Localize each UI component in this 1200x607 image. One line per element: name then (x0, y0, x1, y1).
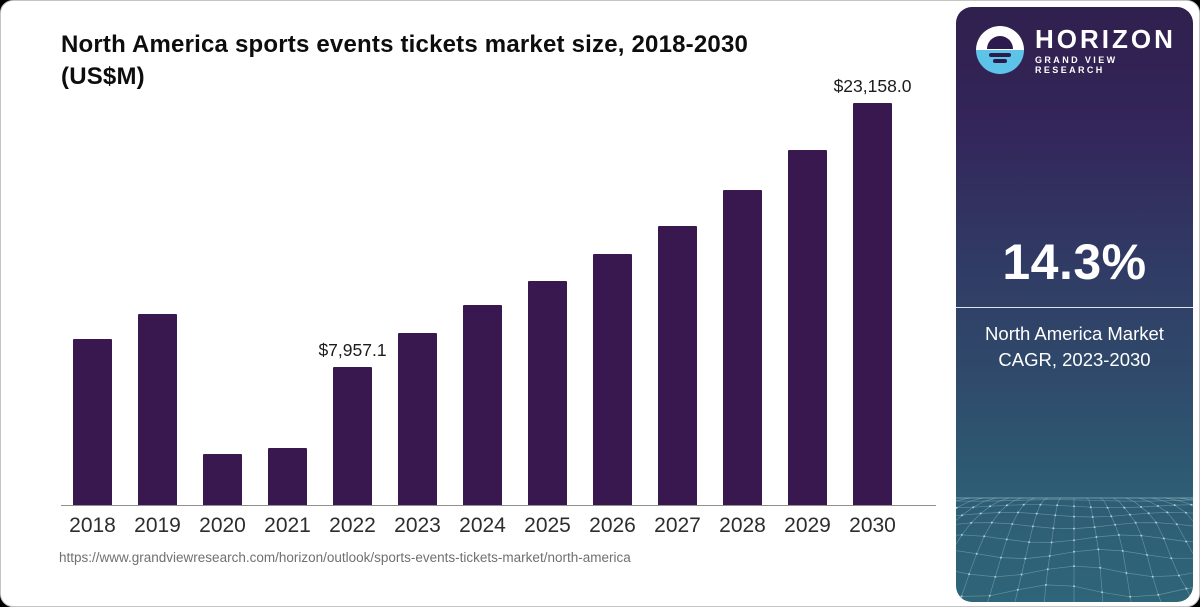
x-axis-label-2021: 2021 (264, 514, 311, 537)
cagr-value: 14.3% (1002, 234, 1147, 290)
x-axis-label-2026: 2026 (589, 514, 636, 537)
bar-value-label-2030: $23,158.0 (833, 76, 912, 96)
bar-column-2018: 2018 (69, 81, 116, 537)
bar-column-2019: 2019 (134, 81, 181, 537)
bar-column-2020: 2020 (199, 81, 246, 537)
bar-2020 (203, 453, 242, 505)
logo-reflection-line (993, 59, 1007, 63)
cagr-label-line-1: North America Market (985, 323, 1164, 344)
x-axis-label-2028: 2028 (719, 514, 766, 537)
bar-2026 (593, 254, 632, 505)
x-axis-label-2029: 2029 (784, 514, 831, 537)
horizon-sun-logo-icon (976, 26, 1024, 74)
bar-column-2026: 2026 (589, 81, 636, 537)
cagr-label: North America Market CAGR, 2023-2030 (956, 321, 1193, 373)
bar-2018 (73, 339, 112, 505)
x-axis-label-2030: 2030 (849, 514, 896, 537)
bar-column-2027: 2027 (654, 81, 701, 537)
bar-2027 (658, 225, 697, 505)
cagr-label-line-2: CAGR, 2023-2030 (998, 349, 1151, 370)
x-axis-label-2027: 2027 (654, 514, 701, 537)
title-line-2: (US$M) (61, 63, 145, 90)
source-url[interactable]: https://www.grandviewresearch.com/horizo… (59, 550, 631, 565)
bar-2025 (528, 281, 567, 505)
bar-column-2028: 2028 (719, 81, 766, 537)
bar-2028 (723, 189, 762, 505)
bar-column-2029: 2029 (784, 81, 831, 537)
mesh-pattern (956, 497, 1193, 602)
logo-sun-dome (987, 36, 1013, 49)
logo-reflection-line (989, 53, 1011, 57)
x-axis-label-2019: 2019 (134, 514, 181, 537)
cagr-divider (956, 307, 1193, 308)
bar-2029 (788, 150, 827, 505)
x-axis-label-2018: 2018 (69, 514, 116, 537)
bar-column-2022: $7,957.1 2022 (318, 81, 386, 537)
page-title: North America sports events tickets mark… (61, 29, 953, 93)
bar-column-2023: 2023 (394, 81, 441, 537)
chart-section: North America sports events tickets mark… (1, 1, 953, 606)
title-line-1: North America sports events tickets mark… (61, 31, 749, 58)
bar-chart-plot: 2018 2019 2020 2021 $7,957.1 2022 2023 2024 2025… (61, 76, 936, 537)
bar-2019 (138, 314, 177, 505)
x-axis-label-2025: 2025 (524, 514, 571, 537)
x-axis-label-2024: 2024 (459, 514, 506, 537)
brand-name: HORIZON (1035, 24, 1176, 54)
brand-sidebar: HORIZON GRAND VIEW RESEARCH 14.3% North … (956, 7, 1193, 602)
x-axis-label-2022: 2022 (329, 514, 376, 537)
brand-logo: HORIZON GRAND VIEW RESEARCH (976, 25, 1179, 75)
bar-2022 (333, 366, 372, 505)
bar-group: 2018 2019 2020 2021 $7,957.1 2022 2023 2024 2025… (61, 76, 912, 537)
bar-column-2030: $23,158.0 2030 (834, 76, 912, 537)
bar-2030 (853, 103, 892, 505)
cagr-stat: 14.3% North America Market CAGR, 2023-20… (956, 233, 1193, 373)
x-axis-label-2023: 2023 (394, 514, 441, 537)
brand-text: HORIZON GRAND VIEW RESEARCH (1035, 25, 1179, 75)
bar-2023 (398, 333, 437, 505)
bar-2021 (268, 447, 307, 505)
bar-column-2024: 2024 (459, 81, 506, 537)
brand-subtitle: GRAND VIEW RESEARCH (1035, 55, 1118, 75)
x-axis-label-2020: 2020 (199, 514, 246, 537)
bar-2024 (463, 304, 502, 505)
bar-value-label-2022: $7,957.1 (318, 339, 387, 360)
bar-column-2021: 2021 (264, 81, 311, 537)
bar-column-2025: 2025 (524, 81, 571, 537)
